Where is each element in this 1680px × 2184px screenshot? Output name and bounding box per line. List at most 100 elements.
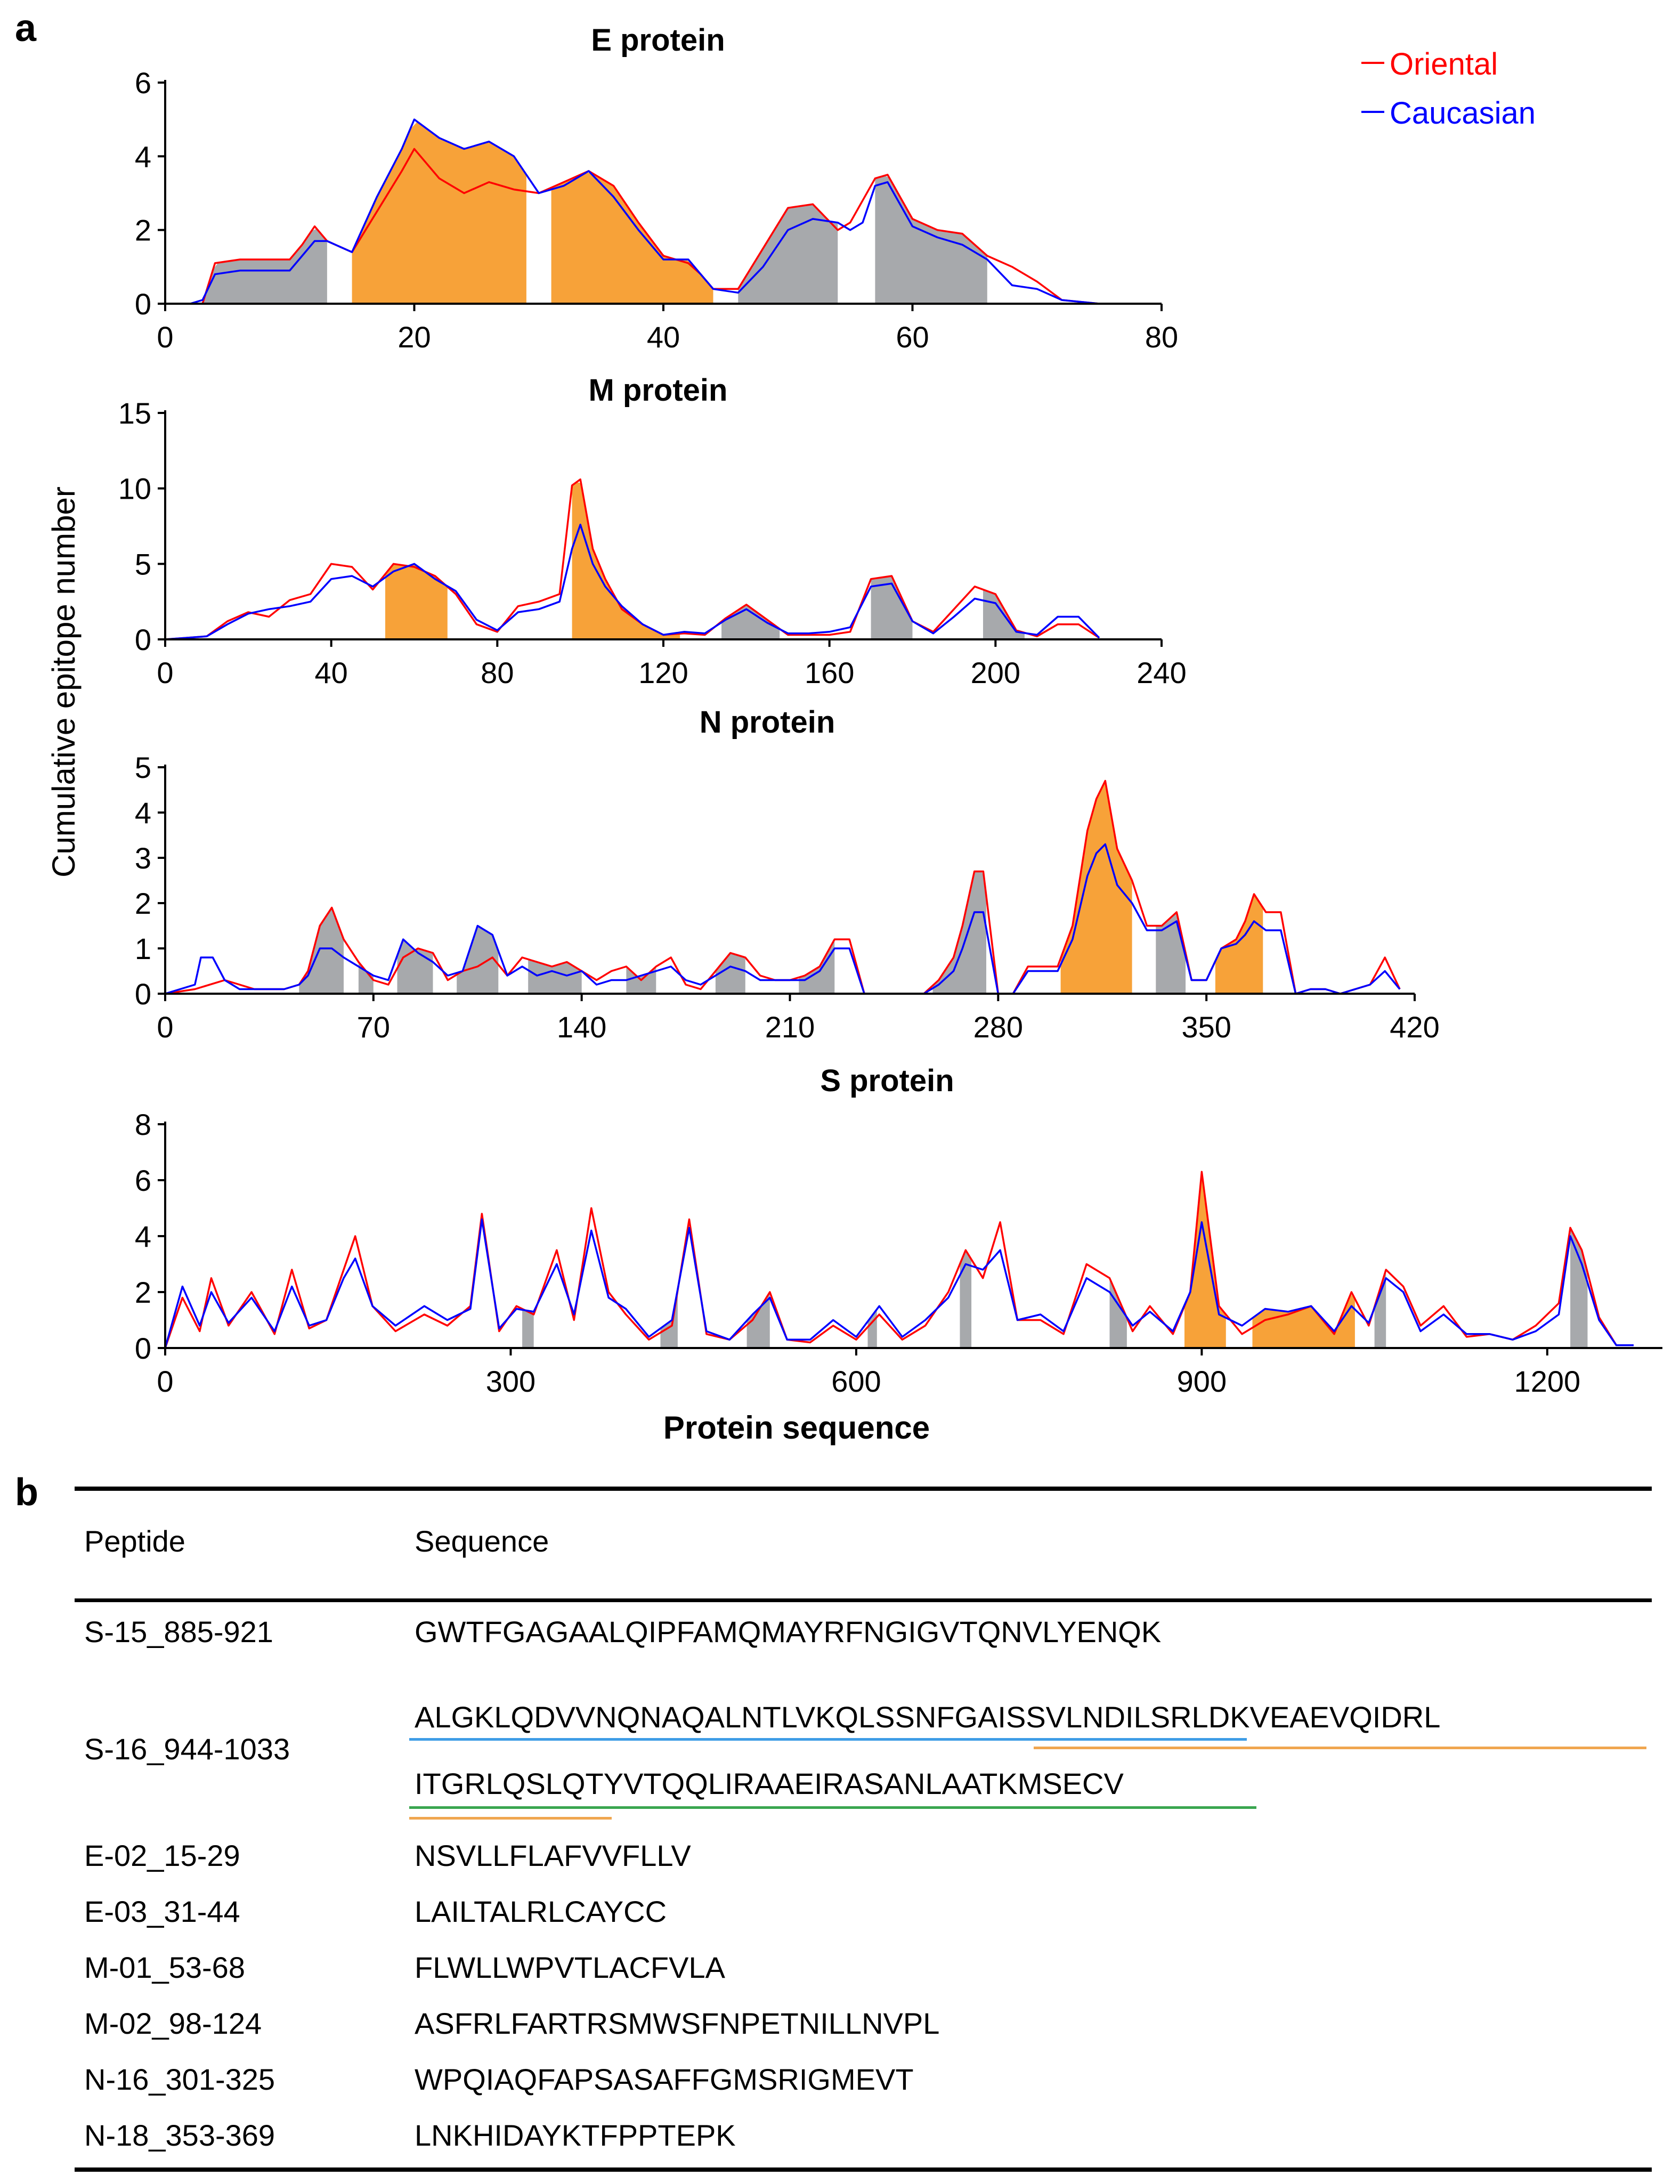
shaded-region-gray: [799, 939, 835, 994]
sequence-cell: GWTFGAGAALQIPFAMQMAYRFNGIGVTQNVLYENQK: [415, 1615, 1162, 1649]
legend: Oriental Caucasian: [1361, 47, 1536, 131]
x-tick-label: 0: [157, 656, 173, 689]
sequence-cell: FLWLLWPVTLACFVLA: [415, 1951, 725, 1984]
chart-0: E protein 0 20 40 60 80 0 2 4 6: [135, 23, 1178, 354]
x-tick-label: 0: [157, 320, 173, 354]
y-axis-label: Cumulative epitope number: [46, 486, 82, 878]
x-tick-label: 210: [765, 1010, 815, 1044]
shaded-region-orange: [352, 121, 526, 304]
shaded-region-gray: [1109, 1278, 1127, 1348]
x-tick-label: 140: [557, 1010, 606, 1044]
shaded-region-orange: [551, 173, 713, 304]
shaded-region-gray: [457, 925, 499, 994]
x-tick-label: 0: [157, 1365, 173, 1398]
x-tick-label: 0: [157, 1010, 173, 1044]
x-tick-label: 40: [647, 320, 680, 354]
y-tick-label: 4: [135, 1220, 151, 1253]
shaded-region-gray: [1374, 1270, 1386, 1348]
shaded-region-gray: [932, 871, 986, 994]
shaded-region-gray: [960, 1250, 972, 1348]
peptide-cell: E-02_15-29: [84, 1839, 240, 1872]
sequence-cell: NSVLLFLAFVVFLLV: [415, 1839, 691, 1872]
y-tick-label: 0: [135, 287, 151, 321]
shaded-region-gray: [1156, 913, 1186, 994]
x-tick-label: 60: [896, 320, 929, 354]
y-tick-label: 10: [118, 472, 151, 506]
peptide-cell: M-01_53-68: [84, 1951, 245, 1984]
series-line-caucasian: [165, 118, 1100, 305]
y-tick-label: 1: [135, 932, 151, 965]
chart-title: E protein: [591, 23, 725, 58]
x-tick-label: 240: [1137, 656, 1186, 689]
underline-orange: [1034, 1747, 1646, 1749]
peptide-cell: N-18_353-369: [84, 2118, 275, 2152]
y-tick-label: 5: [135, 547, 151, 581]
x-tick-label: 120: [638, 656, 688, 689]
peptide-cell: E-03_31-44: [84, 1895, 240, 1928]
underline-orange-continued: [409, 1817, 612, 1820]
series-line-oriental: [165, 478, 1100, 640]
x-tick-label: 70: [357, 1010, 390, 1044]
series-line-caucasian: [164, 1218, 1634, 1349]
y-tick-label: 4: [135, 140, 151, 173]
y-tick-label: 8: [135, 1108, 151, 1141]
underline-green: [409, 1806, 1256, 1809]
x-tick-label: 300: [486, 1365, 535, 1398]
y-tick-label: 2: [135, 1276, 151, 1309]
shaded-region-gray: [871, 576, 913, 639]
shaded-region-orange: [1060, 781, 1132, 994]
x-tick-label: 20: [397, 320, 431, 354]
table-rule-top: [75, 1487, 1652, 1491]
legend-label-caucasian: Caucasian: [1390, 96, 1536, 131]
y-tick-label: 0: [135, 623, 151, 656]
y-tick-label: 2: [135, 887, 151, 920]
underline-blue: [409, 1738, 1247, 1741]
x-tick-label: 40: [315, 656, 348, 689]
chart-title: S protein: [820, 1063, 954, 1098]
series-line-oriental: [164, 1171, 1634, 1349]
shaded-region-orange: [1252, 1294, 1355, 1348]
sequence-cell-continued: ITGRLQSLQTYVTQQLIRAAEIRASANLAATKMSECV: [415, 1767, 1124, 1800]
peptide-cell: S-15_885-921: [84, 1615, 273, 1649]
y-tick-label: 6: [135, 66, 151, 100]
legend-label-oriental: Oriental: [1390, 47, 1498, 82]
sequence-cell: ASFRLFARTRSMWSFNPETNILLNVPL: [415, 2007, 940, 2040]
y-tick-label: 4: [135, 796, 151, 830]
shaded-region-orange: [385, 564, 448, 639]
y-tick-label: 0: [135, 977, 151, 1011]
shaded-region-gray: [746, 1292, 770, 1348]
x-axis-label: Protein sequence: [663, 1410, 930, 1446]
series-line-oriental: [165, 148, 1100, 305]
table-rule-bottom: [75, 2167, 1652, 2172]
shaded-region-gray: [522, 1309, 534, 1348]
x-tick-label: 160: [805, 656, 854, 689]
sequence-cell: LNKHIDAYKTFPPTEPK: [415, 2118, 736, 2152]
x-tick-label: 420: [1390, 1010, 1439, 1044]
x-tick-label: 1200: [1514, 1365, 1581, 1398]
sequence-cell: WPQIAQFAPSASAFFGMSRIGMEVT: [415, 2063, 914, 2096]
shaded-region-gray: [202, 229, 327, 304]
chart-3: S protein 0 300 600 900 1200 0 2 4 6 8: [135, 1063, 1662, 1398]
y-tick-label: 2: [135, 214, 151, 247]
shaded-region-gray: [738, 204, 838, 304]
chart-title: M protein: [589, 373, 728, 408]
peptide-cell: N-16_301-325: [84, 2063, 275, 2096]
series-line-caucasian: [165, 523, 1100, 640]
header-sequence: Sequence: [415, 1524, 549, 1558]
sequence-cell: ALGKLQDVVNQNAQALNTLVKQLSSNFGAISSVLNDILSR…: [415, 1700, 1441, 1734]
shaded-region-gray: [660, 1289, 678, 1348]
y-tick-label: 0: [135, 1331, 151, 1365]
y-tick-label: 3: [135, 841, 151, 875]
x-tick-label: 350: [1181, 1010, 1231, 1044]
shaded-region-gray: [397, 939, 433, 994]
shaded-region-orange: [1184, 1172, 1226, 1348]
x-tick-label: 200: [971, 656, 1020, 689]
shaded-region-gray: [875, 175, 987, 304]
header-peptide: Peptide: [84, 1524, 185, 1558]
y-tick-label: 6: [135, 1164, 151, 1197]
peptide-table: Peptide Sequence S-15_885-921 GWTFGAGAAL…: [75, 1487, 1652, 2174]
panel-a-label: a: [15, 7, 37, 50]
peptide-cell: M-02_98-124: [84, 2007, 262, 2040]
